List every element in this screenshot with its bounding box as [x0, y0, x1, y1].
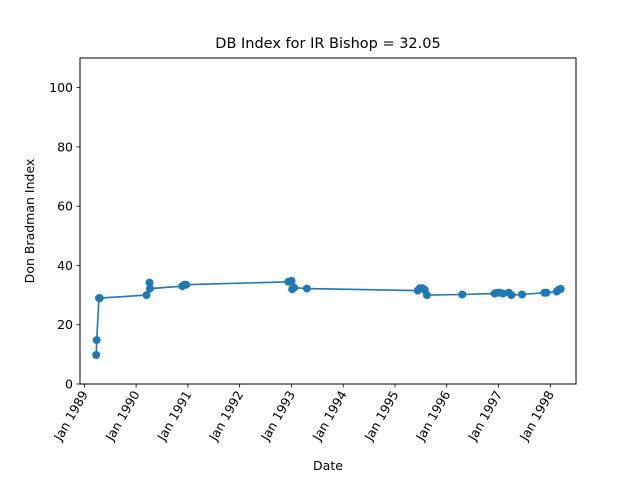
data-point: [142, 291, 151, 300]
data-point: [287, 276, 296, 285]
data-point: [92, 336, 101, 345]
data-point: [302, 284, 311, 293]
data-point: [458, 290, 467, 299]
data-point: [182, 280, 191, 289]
data-point: [556, 285, 565, 293]
chart-title: DB Index for IR Bishop = 32.05: [215, 36, 440, 52]
data-point: [95, 294, 104, 303]
data-point: [290, 283, 299, 292]
data-point: [145, 278, 154, 287]
y-tick-label: 0: [65, 377, 73, 392]
plot-area: [92, 276, 565, 359]
y-tick-label: 60: [57, 199, 73, 214]
y-tick-label: 40: [57, 258, 73, 273]
data-point: [146, 284, 154, 293]
y-tick-label: 80: [57, 139, 73, 154]
data-point: [518, 290, 526, 299]
data-point: [499, 289, 507, 298]
y-tick-label: 100: [49, 80, 73, 95]
data-point: [92, 351, 101, 359]
y-axis-label: Don Bradman Index: [22, 159, 37, 284]
data-point: [542, 288, 551, 297]
data-point: [507, 291, 516, 300]
x-axis-label: Date: [313, 458, 343, 473]
axes-frame: [79, 57, 577, 385]
y-tick-label: 20: [57, 317, 73, 332]
data-point: [422, 291, 431, 300]
